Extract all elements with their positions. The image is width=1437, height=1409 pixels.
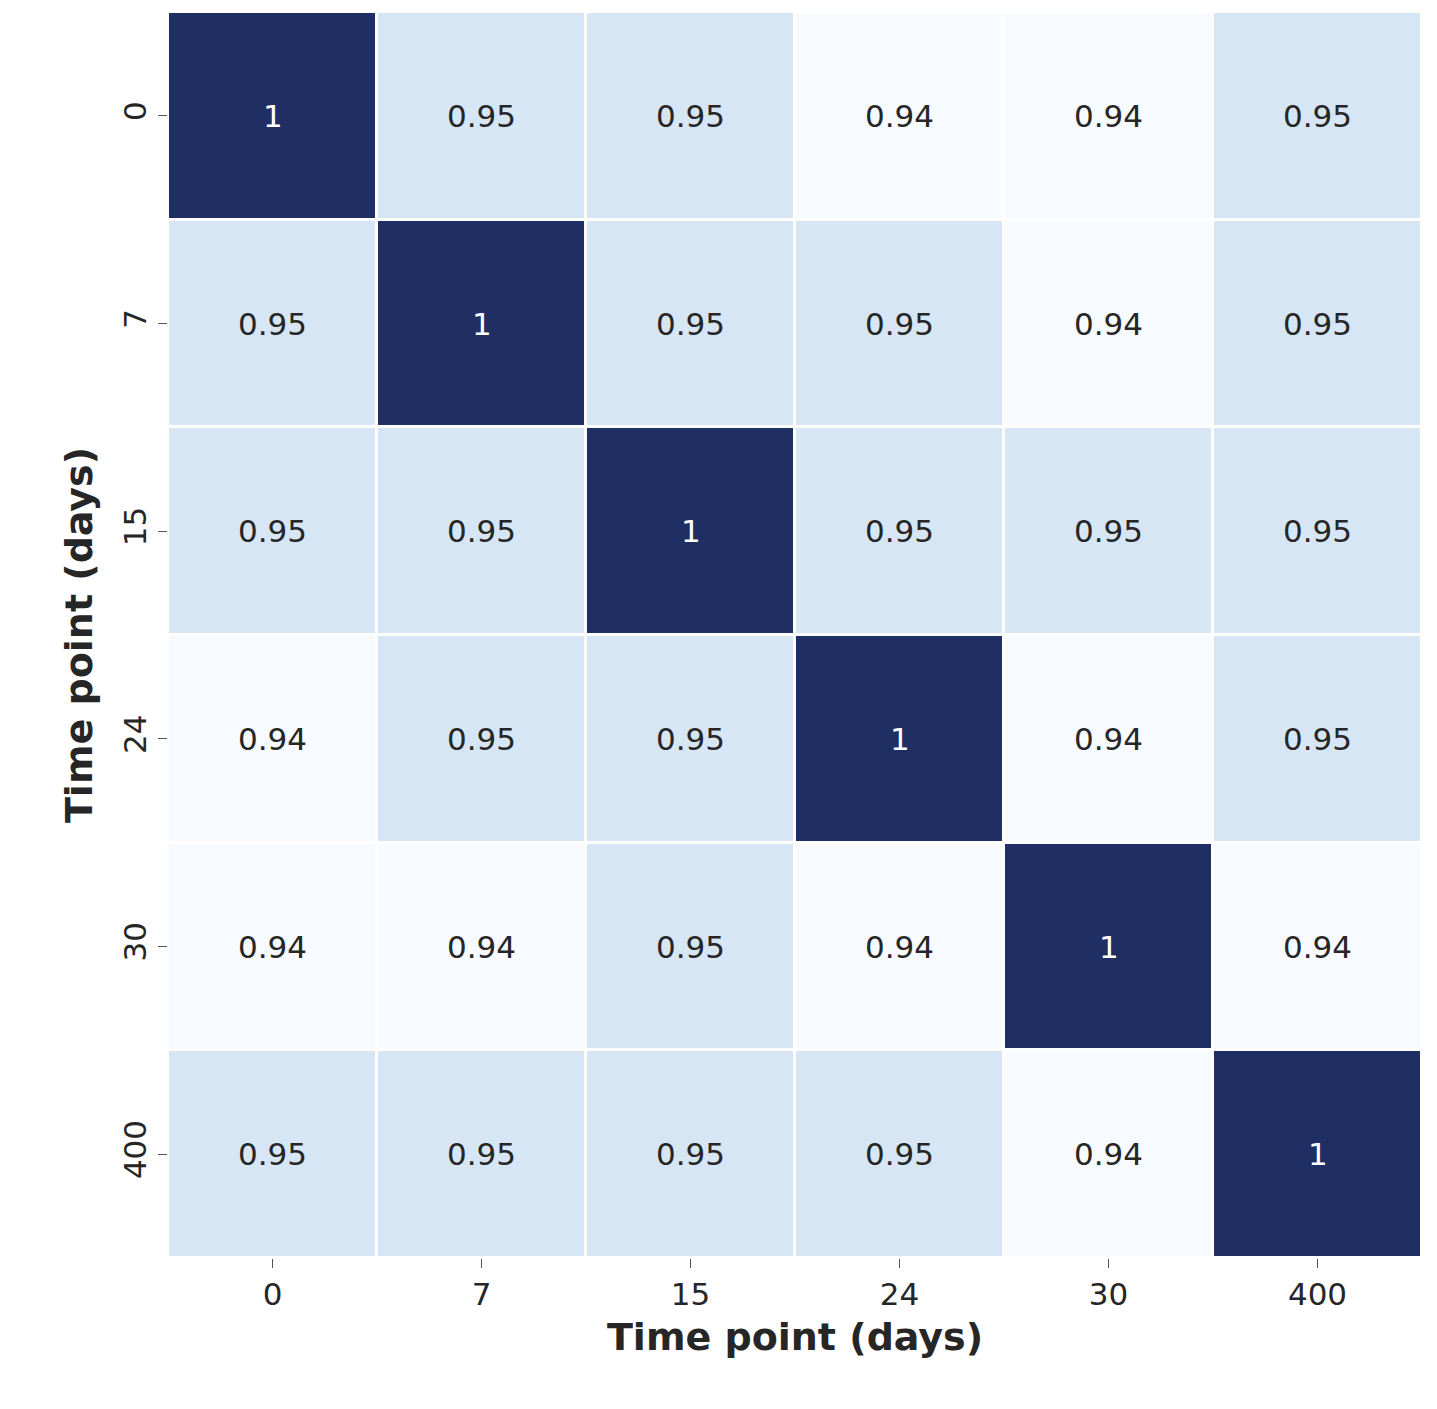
- svg-text:0.95: 0.95: [656, 98, 725, 134]
- svg-text:Time point (days): Time point (days): [57, 447, 101, 823]
- svg-text:0: 0: [263, 1276, 283, 1312]
- svg-text:1: 1: [263, 98, 283, 134]
- svg-text:0.95: 0.95: [238, 1136, 307, 1172]
- svg-text:400: 400: [117, 1120, 153, 1179]
- svg-text:0.95: 0.95: [656, 306, 725, 342]
- svg-text:7: 7: [472, 1276, 492, 1312]
- svg-text:7: 7: [117, 309, 153, 329]
- svg-text:24: 24: [117, 714, 153, 753]
- svg-text:0.95: 0.95: [1283, 306, 1352, 342]
- svg-text:0.95: 0.95: [238, 306, 307, 342]
- svg-text:1: 1: [1099, 929, 1119, 965]
- svg-text:0: 0: [117, 101, 153, 121]
- svg-text:0.94: 0.94: [1283, 929, 1352, 965]
- svg-text:30: 30: [117, 922, 153, 961]
- svg-text:0.94: 0.94: [865, 98, 934, 134]
- svg-text:30: 30: [1089, 1276, 1128, 1312]
- svg-text:0.94: 0.94: [447, 929, 516, 965]
- svg-text:15: 15: [671, 1276, 710, 1312]
- svg-text:1: 1: [681, 513, 701, 549]
- svg-text:0.95: 0.95: [447, 98, 516, 134]
- svg-text:0.95: 0.95: [238, 513, 307, 549]
- svg-text:1: 1: [890, 721, 910, 757]
- svg-text:24: 24: [880, 1276, 919, 1312]
- svg-text:1: 1: [472, 306, 492, 342]
- svg-text:0.95: 0.95: [1283, 721, 1352, 757]
- svg-text:0.94: 0.94: [238, 721, 307, 757]
- svg-text:0.95: 0.95: [447, 513, 516, 549]
- svg-text:0.95: 0.95: [656, 1136, 725, 1172]
- svg-text:0.94: 0.94: [238, 929, 307, 965]
- svg-text:0.94: 0.94: [865, 929, 934, 965]
- svg-text:0.94: 0.94: [1074, 306, 1143, 342]
- svg-text:0.94: 0.94: [1074, 98, 1143, 134]
- svg-text:0.95: 0.95: [656, 929, 725, 965]
- svg-text:0.95: 0.95: [1074, 513, 1143, 549]
- svg-text:0.95: 0.95: [1283, 98, 1352, 134]
- svg-text:0.95: 0.95: [865, 513, 934, 549]
- svg-text:0.95: 0.95: [865, 306, 934, 342]
- svg-text:0.95: 0.95: [865, 1136, 934, 1172]
- svg-text:15: 15: [117, 507, 153, 546]
- svg-text:0.95: 0.95: [447, 1136, 516, 1172]
- svg-text:Time point (days): Time point (days): [607, 1315, 983, 1359]
- svg-text:0.95: 0.95: [656, 721, 725, 757]
- svg-text:0.95: 0.95: [447, 721, 516, 757]
- svg-text:400: 400: [1288, 1276, 1347, 1312]
- svg-text:0.95: 0.95: [1283, 513, 1352, 549]
- svg-text:1: 1: [1308, 1136, 1328, 1172]
- svg-text:0.94: 0.94: [1074, 1136, 1143, 1172]
- svg-text:0.94: 0.94: [1074, 721, 1143, 757]
